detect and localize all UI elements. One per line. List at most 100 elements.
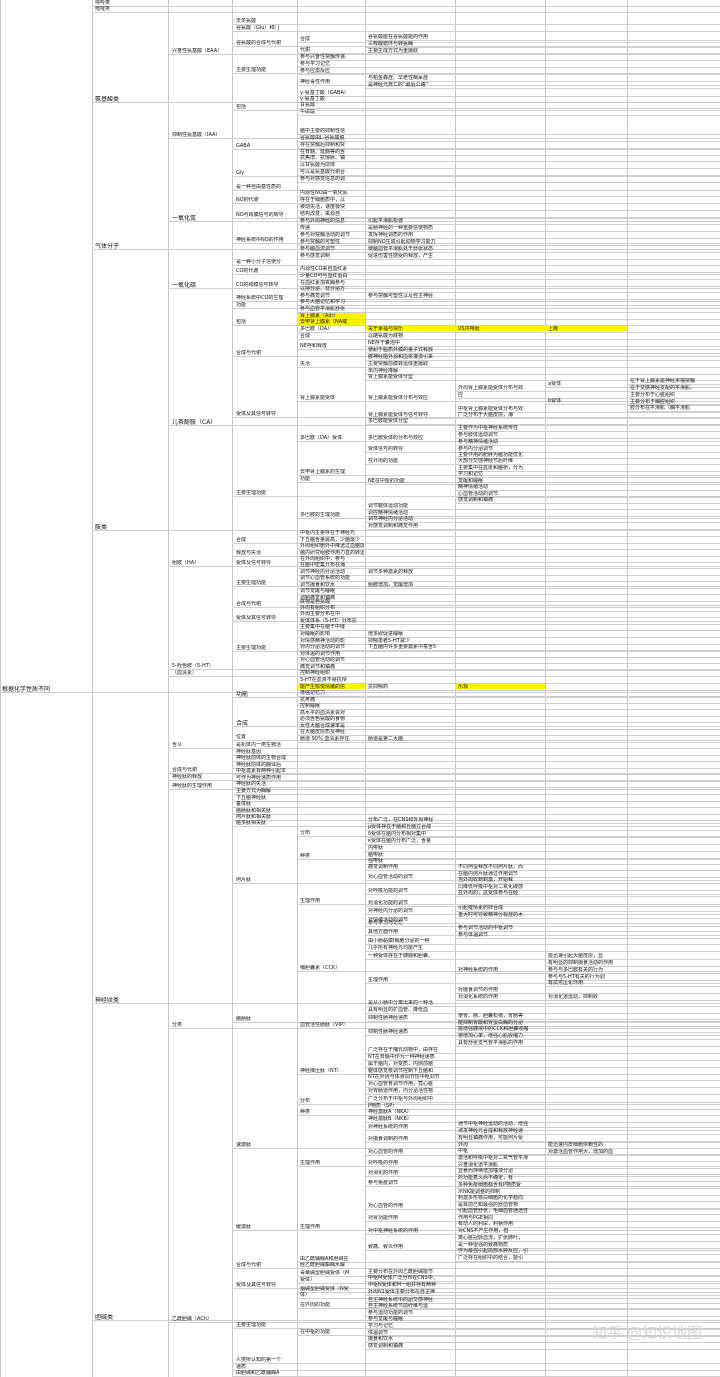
cell-text: 神经系统中CO的生理	[236, 295, 284, 301]
grid-row-line	[455, 1234, 720, 1235]
grid-row-line	[297, 182, 720, 183]
grid-row-line	[297, 286, 720, 287]
cell-text: 作为最强引起局部水肿反应，引	[458, 1248, 529, 1254]
grid-row-line	[365, 1102, 720, 1103]
grid-column-line	[0, 0, 1, 1377]
cell-text: 内啡肽	[368, 845, 384, 851]
cell-text: 参与外周神经的信息	[300, 218, 346, 224]
grid-row-line	[365, 1303, 720, 1304]
cell-text: 参与大脑记忆和学习	[300, 299, 346, 305]
grid-row-line	[365, 935, 720, 936]
cell-text: 躯体感觉核调节控制下丘脑和	[368, 1068, 434, 1074]
cell-text: 对呼吸功能的调节	[368, 888, 409, 894]
grid-row-line	[297, 536, 720, 537]
cell-text: 合成	[300, 333, 311, 339]
cell-text: 必须含色氨酸的食物	[300, 716, 346, 722]
grid-row-line	[365, 374, 720, 375]
cell-text: 对呼吸的作用	[368, 1160, 399, 1166]
grid-row-line	[297, 859, 720, 860]
grid-row-line	[365, 1316, 720, 1317]
grid-row-line	[232, 417, 720, 418]
cell-text: 主要生理功能	[236, 490, 267, 496]
cell-text: 参与内分泌调节	[458, 446, 494, 452]
grid-row-line	[297, 175, 720, 176]
highlight-cell	[455, 683, 545, 689]
cell-text: 主要作为中枢神经系统传性	[458, 425, 519, 431]
grid-row-line	[365, 1021, 720, 1022]
grid-row-line	[297, 272, 720, 273]
cell-text: GABA	[236, 143, 251, 149]
grid-row-line	[455, 1168, 720, 1169]
grid-row-line	[365, 844, 720, 845]
cell-text: 使胃、肠、胆囊松弛，胃肠等	[458, 1013, 524, 1019]
cell-text: 学习与记忆	[368, 1323, 394, 1329]
grid-row-line	[232, 1328, 720, 1329]
grid-row-line	[365, 650, 720, 651]
cell-text: 神经肽前体的翻译后	[236, 762, 282, 768]
cell-text: 引起血管舒张，毛细血管通透性	[458, 1208, 529, 1214]
grid-row-line	[365, 529, 720, 530]
cell-text: 控制神经组织	[300, 670, 331, 676]
grid-row-line	[297, 709, 720, 710]
cell-text: 参与运动功能的调节	[368, 1310, 414, 1316]
cell-text: 对神经系统的作用	[458, 967, 499, 973]
cell-text: 参与对感觉信息的调	[300, 176, 346, 182]
grid-row-line	[365, 1329, 720, 1330]
cell-text: 中枢M受体广泛分布在CNS中，	[368, 1275, 438, 1281]
cell-text: 由乙酰辅酶A和胆碱在	[300, 1256, 349, 1262]
cell-text: 主要生理功能	[236, 1322, 267, 1328]
cell-text: 参与脑血流调节	[300, 246, 336, 252]
cell-text: 肾上腺素能受体分布与效应	[368, 395, 429, 401]
cell-text: 参与对突触活动的调节	[300, 232, 351, 238]
cell-text: 神经降压肽（NT）	[300, 1068, 342, 1074]
grid-row-line	[168, 669, 720, 670]
grid-row-line	[365, 983, 720, 984]
grid-row-line	[168, 425, 720, 426]
cell-text: 阿片肽和相关肽	[236, 814, 272, 820]
grid-row-line	[365, 360, 720, 361]
cell-text: 使增加心率，增强心肌收缩力	[458, 1033, 524, 1039]
grid-row-line	[365, 926, 720, 927]
cell-text: 调节心血管系统的功能	[300, 575, 351, 581]
cell-text: 能迅速引起大脑皮层，显	[548, 953, 604, 959]
grid-row-line	[455, 1127, 720, 1128]
grid-row-line	[168, 789, 720, 790]
cell-text: 位于肾上腺素能神经末梢突触	[630, 378, 696, 384]
grid-row-line	[297, 562, 720, 563]
grid-row-line	[297, 217, 720, 218]
cell-text: 发挥神经调质的作用	[368, 232, 414, 238]
grid-row-line	[365, 245, 720, 246]
grid-row-line	[297, 67, 720, 68]
grid-row-line	[232, 607, 720, 608]
grid-row-line	[297, 703, 720, 704]
cell-text: 分类	[172, 1022, 183, 1028]
cell-text: 通节中枢神经运动的活动，增强	[458, 1121, 529, 1127]
cell-text: 外周N1受体主要分布在自主神	[368, 1289, 435, 1295]
grid-row-line	[365, 1080, 720, 1081]
cell-text: 体温调节	[368, 1330, 389, 1336]
cell-text: 调节躯体运动功能	[368, 503, 409, 509]
cell-text: 对睡眠的影响	[300, 631, 331, 637]
grid-row-line	[365, 238, 720, 239]
cell-text: 参与应激反应	[300, 68, 331, 74]
cell-text: 中枢N受体和M一组共存有两种	[368, 1282, 437, 1288]
grid-row-line	[455, 438, 720, 439]
grid-row-line	[232, 1022, 720, 1023]
grid-row-line	[365, 54, 720, 55]
cell-text: 兴奋性氨基酸（EAA）	[172, 48, 223, 54]
cell-text: 对中枢神经系统的作用	[368, 1228, 419, 1234]
grid-row-line	[232, 1370, 720, 1371]
grid-row-line	[455, 1214, 720, 1215]
cell-text: 是从小肠中分离出来的一种活	[368, 1000, 434, 1006]
grid-row-line	[297, 543, 720, 544]
grid-row-line	[455, 445, 720, 446]
grid-row-line	[365, 1288, 720, 1289]
cell-text: 神经肽类	[95, 997, 120, 1004]
cell-text: 对心血管活动的调节	[300, 657, 346, 663]
grid-row-line	[297, 210, 720, 211]
cell-text: 调节觉醒与睡眠	[300, 588, 336, 594]
cell-text: 下丘脑神经肽	[236, 795, 267, 801]
cell-text: 单内神经降解	[368, 368, 399, 374]
grid-row-line	[365, 1006, 720, 1007]
grid-row-line	[232, 190, 720, 191]
